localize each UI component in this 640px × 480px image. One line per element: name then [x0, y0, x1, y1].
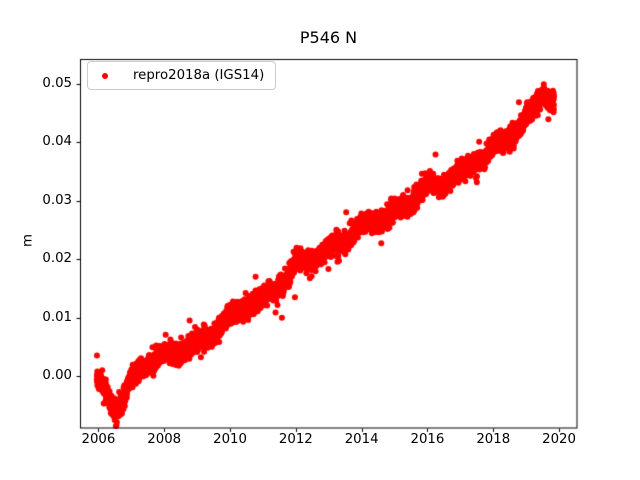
y-tick-label-0.00: 0.00: [42, 368, 72, 384]
y-tick-label-0.01: 0.01: [42, 309, 72, 325]
x-tick-label-2016: 2016: [410, 432, 445, 447]
x-tick-label-2010: 2010: [213, 432, 247, 447]
x-tick-label-2020: 2020: [542, 432, 576, 447]
x-tick-label-2008: 2008: [147, 432, 182, 447]
y-tick-label-0.03: 0.03: [42, 192, 72, 208]
legend-label: repro2018a (IGS14): [133, 68, 265, 83]
y-tick-label-0.05: 0.05: [42, 75, 72, 91]
x-tick-label-2006: 2006: [81, 432, 116, 447]
legend: repro2018a (IGS14): [87, 61, 277, 90]
x-tick-label-2018: 2018: [476, 432, 511, 447]
x-tick-label-2014: 2014: [344, 432, 379, 447]
y-tick-label-0.04: 0.04: [42, 134, 72, 150]
legend-marker-dot: [102, 72, 108, 79]
x-tick-label-2012: 2012: [278, 432, 313, 447]
chart-title: P546 N: [299, 28, 358, 47]
y-tick-label-0.02: 0.02: [42, 251, 72, 267]
